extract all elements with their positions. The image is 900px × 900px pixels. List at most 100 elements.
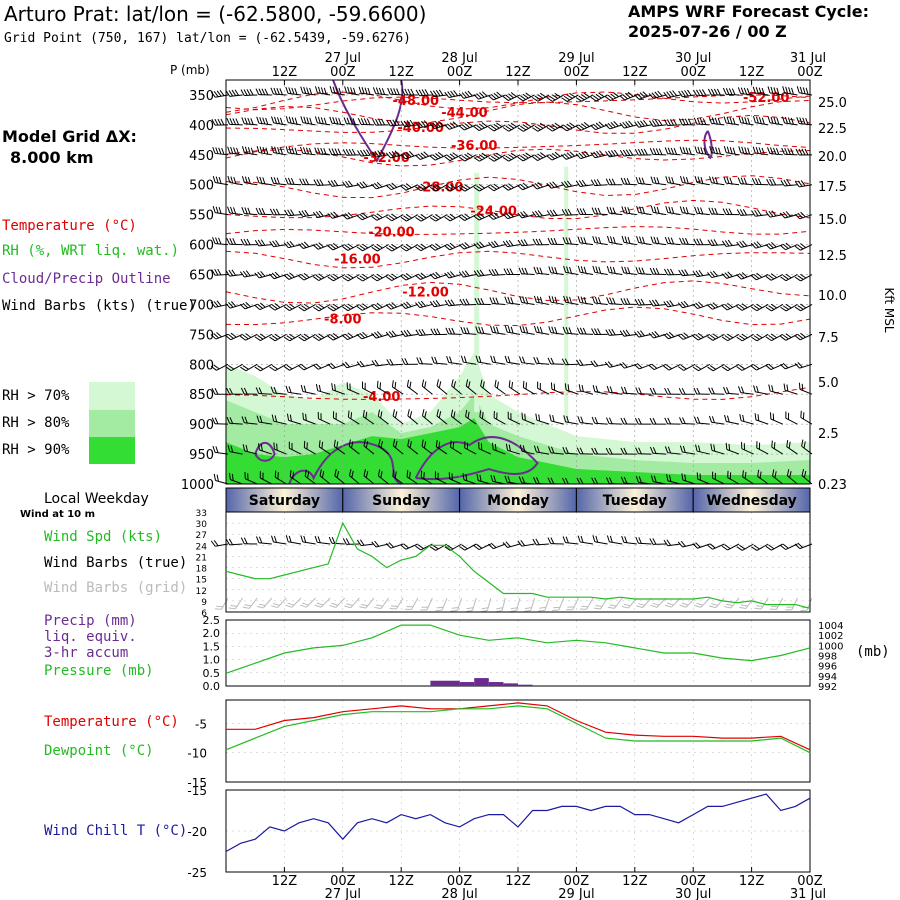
surface-wind-barb-grid bbox=[420, 597, 433, 611]
pressure-tick-label-right: 996 bbox=[818, 662, 837, 673]
wind-barb bbox=[649, 417, 667, 425]
wind-barb bbox=[664, 387, 681, 395]
wind-barb bbox=[694, 206, 710, 216]
cloud-outline-layer bbox=[254, 79, 713, 485]
wind-barb bbox=[560, 151, 579, 160]
wind-barb bbox=[285, 116, 302, 126]
wind-barb bbox=[650, 176, 667, 186]
wind-barb bbox=[421, 379, 433, 395]
wind-barb bbox=[576, 208, 594, 216]
wind-barb bbox=[548, 295, 564, 305]
wind-barb bbox=[429, 214, 448, 222]
surface-wind-barb-true bbox=[621, 535, 637, 545]
wind-barb bbox=[577, 416, 594, 425]
wind-barb bbox=[619, 329, 637, 337]
wind-speed-tick-label: 15 bbox=[196, 576, 207, 586]
wind-barb bbox=[376, 380, 389, 395]
wind-barb bbox=[550, 382, 564, 395]
wind-barb bbox=[400, 243, 419, 252]
wind-barb bbox=[473, 269, 491, 277]
pressure-line bbox=[225, 624, 811, 674]
wind-barb bbox=[750, 241, 769, 249]
wind-barb bbox=[254, 271, 272, 279]
wind-barb bbox=[361, 381, 375, 395]
wind-barb bbox=[619, 362, 637, 369]
weekday-cell bbox=[692, 487, 811, 513]
surface-wind-barb-grid bbox=[256, 597, 273, 609]
time-tick-label-top: 12Z bbox=[505, 65, 531, 80]
wind-barb bbox=[283, 363, 302, 371]
surface-wind-barb-grid bbox=[314, 597, 331, 608]
date-label-top: 31 Jul bbox=[790, 51, 826, 66]
wind-barb bbox=[591, 296, 608, 305]
wind-barb bbox=[531, 152, 550, 162]
wind-barb bbox=[327, 179, 345, 187]
surface-wind-barb-true bbox=[300, 535, 316, 545]
wind-barb bbox=[239, 270, 258, 278]
wind-barb bbox=[722, 87, 740, 96]
wind-barb bbox=[736, 333, 754, 342]
surface-wind-barb-grid bbox=[785, 597, 798, 611]
wind-barb bbox=[780, 179, 798, 187]
temperature-contour-label: -12.00 bbox=[402, 285, 449, 300]
surface-wind-barb-grid bbox=[621, 597, 638, 609]
wind-barb bbox=[564, 383, 579, 395]
wind-chill-line bbox=[225, 793, 811, 853]
wind-barb bbox=[270, 386, 287, 395]
wind-barb bbox=[780, 242, 798, 251]
wind-barb bbox=[707, 270, 725, 279]
wind-barb bbox=[312, 273, 331, 281]
wind-barb bbox=[753, 385, 769, 395]
wind-barb bbox=[400, 301, 418, 309]
surface-wind-barb-true bbox=[751, 543, 769, 551]
wind-barb bbox=[649, 119, 667, 127]
surface-wind-barb-true bbox=[240, 537, 258, 545]
grid-layer bbox=[226, 80, 810, 873]
surface-wind-barb-grid bbox=[694, 597, 711, 608]
wind-barb bbox=[400, 213, 419, 222]
wind-barb bbox=[227, 146, 243, 156]
wind-barb bbox=[312, 210, 331, 218]
surface-wind-barb-true bbox=[458, 543, 477, 551]
wind-barb bbox=[620, 447, 637, 455]
wind-barb bbox=[385, 182, 404, 191]
wind-barb bbox=[445, 327, 462, 335]
surface-wind-barb-true bbox=[225, 538, 243, 546]
wind-barb bbox=[242, 444, 258, 455]
wind-barb bbox=[285, 146, 302, 156]
wind-barb bbox=[692, 269, 710, 278]
wind-barb bbox=[754, 413, 769, 425]
surface-wind-barb-grid bbox=[271, 597, 287, 609]
wind-barb bbox=[420, 470, 433, 485]
height-tick-label: 10.0 bbox=[818, 289, 847, 304]
wind-barb bbox=[415, 214, 433, 222]
wind-barb bbox=[400, 183, 419, 191]
pressure-tick-label: 700 bbox=[189, 298, 214, 313]
wind-barb bbox=[286, 413, 302, 425]
wind-barb bbox=[604, 121, 623, 130]
wind-barb bbox=[679, 146, 696, 156]
legend-pressure: Pressure (mb) bbox=[44, 663, 154, 679]
wind-barb bbox=[707, 333, 725, 341]
wind-barb bbox=[356, 212, 375, 221]
height-axis-title: Kft MSL bbox=[882, 287, 896, 332]
cloud-outline bbox=[414, 436, 539, 481]
wind-barb bbox=[533, 445, 550, 455]
wind-barb bbox=[736, 208, 754, 216]
wind-barb bbox=[634, 148, 652, 156]
wind-barb bbox=[331, 383, 345, 395]
wind-barb bbox=[781, 116, 798, 126]
wind-barb bbox=[476, 473, 491, 485]
pressure-tick-label: 1000 bbox=[181, 478, 214, 493]
wind-speed-line bbox=[225, 521, 811, 609]
wind-barb bbox=[271, 116, 287, 126]
wind-barb bbox=[577, 296, 594, 305]
wind-barb bbox=[356, 273, 375, 282]
surface-wind-barb-true bbox=[271, 535, 287, 545]
date-label-top: 28 Jul bbox=[441, 51, 477, 66]
wind-barb bbox=[225, 332, 243, 341]
wind-barb bbox=[300, 116, 316, 126]
wind-barb bbox=[288, 441, 302, 455]
surface-wind-barb-grid bbox=[709, 597, 725, 609]
legend-wind-barbs-grid: Wind Barbs (grid) bbox=[44, 580, 188, 596]
